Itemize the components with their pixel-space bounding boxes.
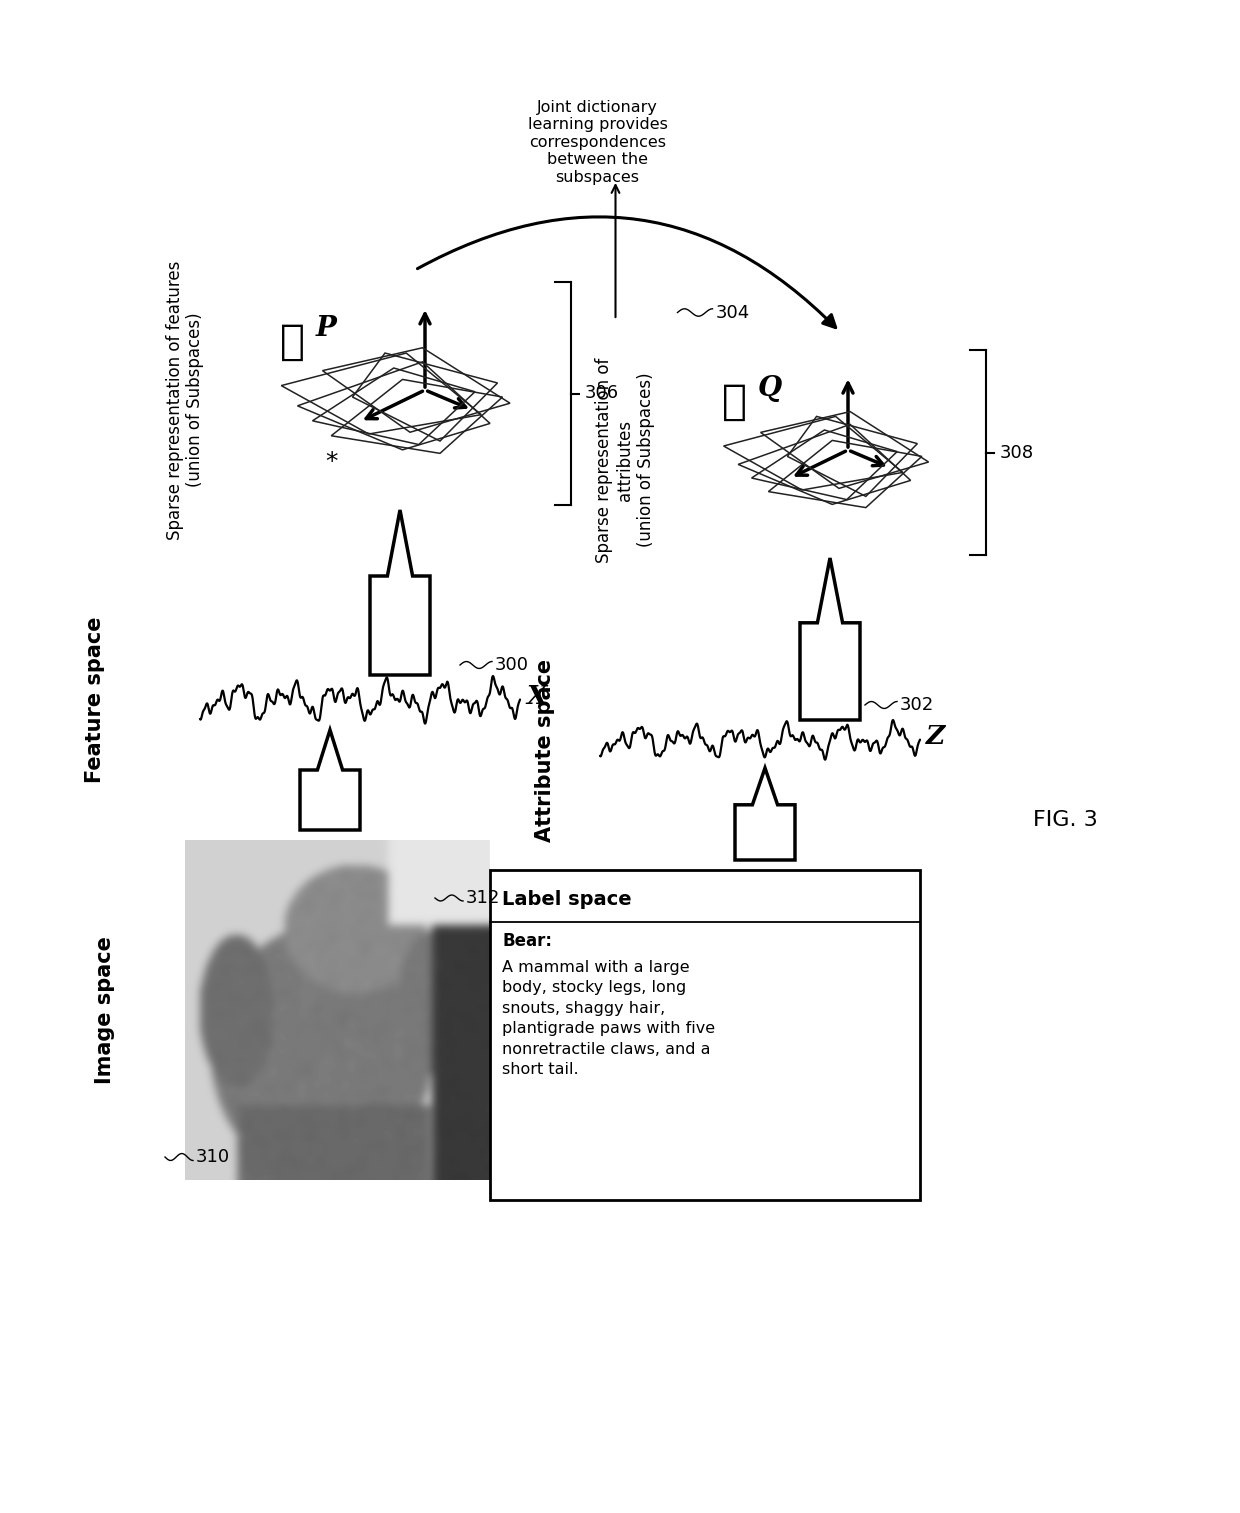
Text: Joint dictionary
learning provides
correspondences
between the
subspaces: Joint dictionary learning provides corre…	[527, 100, 667, 185]
Text: Q: Q	[758, 375, 782, 401]
Text: 312: 312	[466, 890, 501, 906]
Text: X: X	[526, 684, 547, 708]
Text: 300: 300	[495, 657, 529, 673]
Text: P: P	[316, 315, 337, 342]
Text: Z: Z	[926, 723, 945, 749]
Polygon shape	[735, 769, 795, 859]
Text: Attribute space: Attribute space	[534, 658, 556, 841]
Text: Sparse representation of
attributes
(union of Subspaces): Sparse representation of attributes (uni…	[595, 357, 655, 563]
Text: Feature space: Feature space	[86, 617, 105, 784]
Bar	[490, 870, 920, 1200]
Text: Bear:: Bear:	[502, 932, 552, 950]
Polygon shape	[800, 558, 861, 720]
Text: 308: 308	[999, 443, 1034, 461]
Text: ℝ: ℝ	[280, 321, 305, 363]
Text: *: *	[326, 449, 339, 474]
Text: 306: 306	[585, 384, 619, 402]
Text: ℝ: ℝ	[722, 381, 746, 424]
Text: Image space: Image space	[95, 937, 115, 1083]
Text: A mammal with a large
body, stocky legs, long
snouts, shaggy hair,
plantigrade p: A mammal with a large body, stocky legs,…	[502, 961, 715, 1077]
Text: 304: 304	[715, 304, 750, 321]
Text: Label space: Label space	[502, 890, 631, 909]
Text: Sparse representation of features
(union of Subspaces): Sparse representation of features (union…	[166, 260, 205, 540]
FancyArrowPatch shape	[418, 216, 836, 328]
Polygon shape	[370, 510, 430, 675]
Text: FIG. 3: FIG. 3	[1033, 809, 1097, 831]
Text: 302: 302	[900, 696, 934, 714]
Text: 310: 310	[196, 1148, 231, 1167]
Polygon shape	[300, 729, 360, 831]
